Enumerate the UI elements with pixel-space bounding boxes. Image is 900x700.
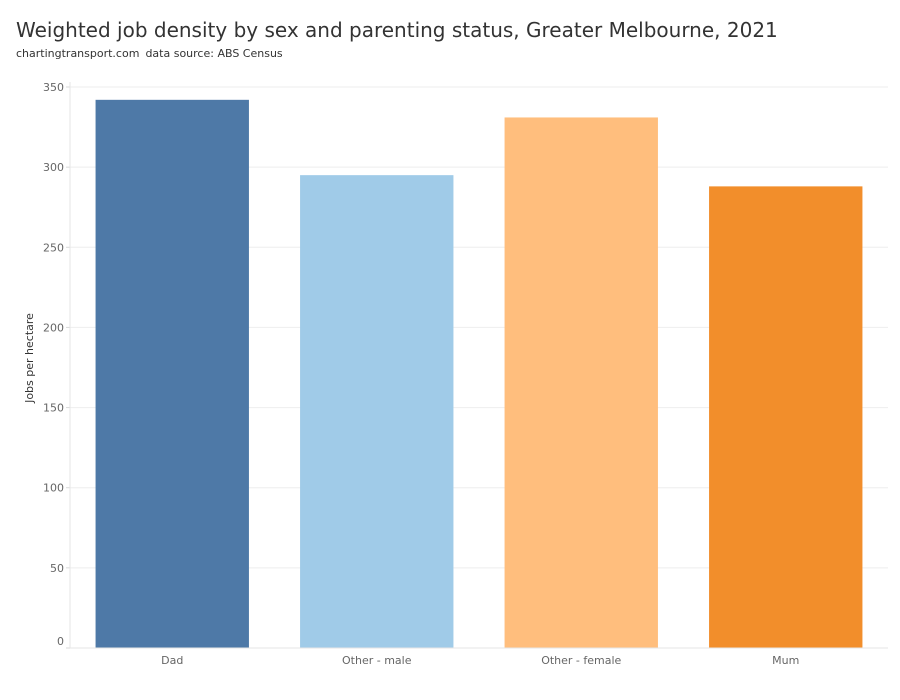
chart-title: Weighted job density by sex and parentin… xyxy=(16,18,778,42)
x-tick-label: Other - male xyxy=(342,654,412,667)
y-axis-title: Jobs per hectare xyxy=(23,313,36,404)
source-site: chartingtransport.com xyxy=(16,47,140,60)
chart-subtitle: chartingtransport.com data source: ABS Ce… xyxy=(16,47,283,60)
source-note: data source: ABS Census xyxy=(145,47,283,60)
axes: 0 50 100 150 200 250 300 350 Dad Other - male Othe… xyxy=(43,81,888,667)
bar-dad xyxy=(95,99,249,648)
bar-other-female xyxy=(504,117,658,648)
bar-mum xyxy=(709,186,863,648)
y-tick-label: 300 xyxy=(43,161,64,174)
y-tick-label: 250 xyxy=(43,241,64,254)
y-tick-label: 350 xyxy=(43,81,64,94)
x-tick-label: Mum xyxy=(772,654,799,667)
y-tick-label: 100 xyxy=(43,482,64,495)
y-tick-label: 200 xyxy=(43,321,64,334)
x-tick-label: Other - female xyxy=(541,654,621,667)
bars xyxy=(95,99,863,648)
y-tick-label: 150 xyxy=(43,402,64,415)
bar-other-male xyxy=(300,175,454,648)
y-tick-label: 50 xyxy=(50,562,64,575)
x-tick-label: Dad xyxy=(161,654,183,667)
y-tick-label: 0 xyxy=(57,635,64,648)
